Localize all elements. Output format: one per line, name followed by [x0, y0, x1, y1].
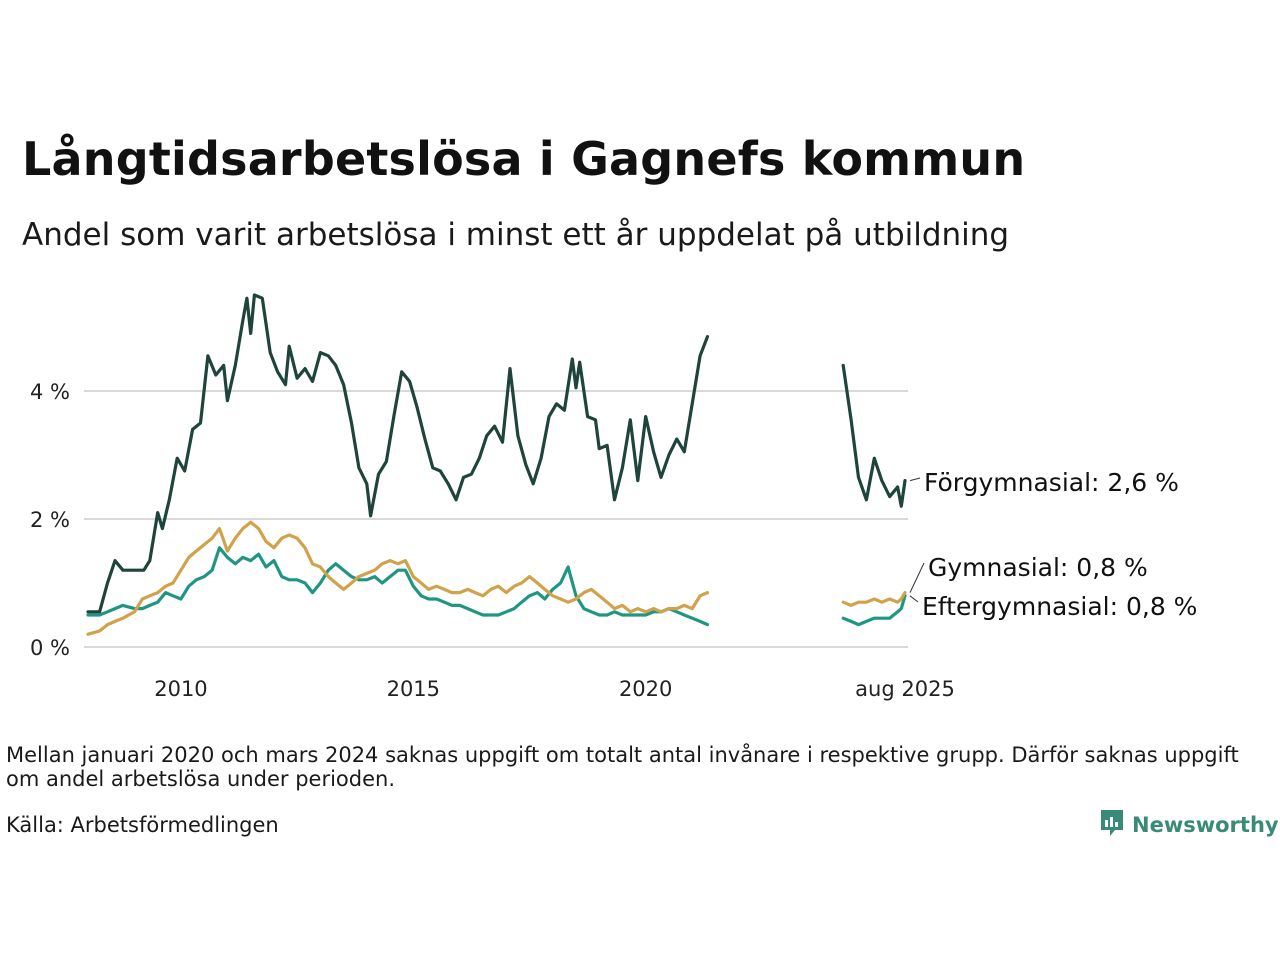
- gridlines: [84, 390, 908, 648]
- newsworthy-icon: [1099, 808, 1125, 842]
- x-tick-label: 2015: [387, 677, 440, 701]
- y-tick-label: 0 %: [30, 636, 70, 660]
- series-label-gymnasial: Gymnasial: 0,8 %: [928, 553, 1148, 582]
- series-lines: [86, 293, 907, 636]
- line-chart: 0 % 2 % 4 % 2010 2015 2020 aug 2025 Förgymnas…: [30, 293, 1197, 701]
- series-line-forgymnasial-1: [841, 363, 907, 508]
- x-tick-label: 2010: [154, 677, 207, 701]
- brand-name: Newsworthy: [1132, 813, 1279, 837]
- chart-title: Långtidsarbetslösa i Gagnefs kommun: [22, 132, 1026, 186]
- series-line-forgymnasial-0: [86, 293, 710, 614]
- series-labels: Förgymnasial: 2,6 % Gymnasial: 0,8 % Efter…: [909, 468, 1197, 621]
- y-tick-label: 2 %: [30, 508, 70, 532]
- leader-line-eftergymnasial: [909, 595, 919, 603]
- footnote: Mellan januari 2020 och mars 2024 saknas…: [6, 743, 1239, 791]
- series-label-eftergymnasial: Eftergymnasial: 0,8 %: [922, 592, 1197, 621]
- series-label-forgymnasial: Förgymnasial: 2,6 %: [924, 468, 1179, 497]
- leader-line-forgymnasial: [909, 477, 921, 482]
- y-tick-label: 4 %: [30, 380, 70, 404]
- source-text: Källa: Arbetsförmedlingen: [6, 813, 279, 837]
- series-line-gymnasial-1: [841, 591, 907, 607]
- series-line-eftergymnasial-1: [841, 594, 907, 627]
- x-tick-label: 2020: [619, 677, 672, 701]
- leader-line-gymnasial: [909, 562, 925, 593]
- x-axis-ticks: 2010 2015 2020 aug 2025: [154, 677, 955, 701]
- x-tick-label: aug 2025: [855, 677, 955, 701]
- y-axis-ticks: 0 % 2 % 4 %: [30, 380, 70, 660]
- series-line-eftergymnasial-0: [86, 546, 710, 627]
- series-line-gymnasial-0: [86, 520, 710, 636]
- chart-subtitle: Andel som varit arbetslösa i minst ett å…: [22, 217, 1010, 253]
- newsworthy-logo[interactable]: Newsworthy: [1099, 808, 1279, 842]
